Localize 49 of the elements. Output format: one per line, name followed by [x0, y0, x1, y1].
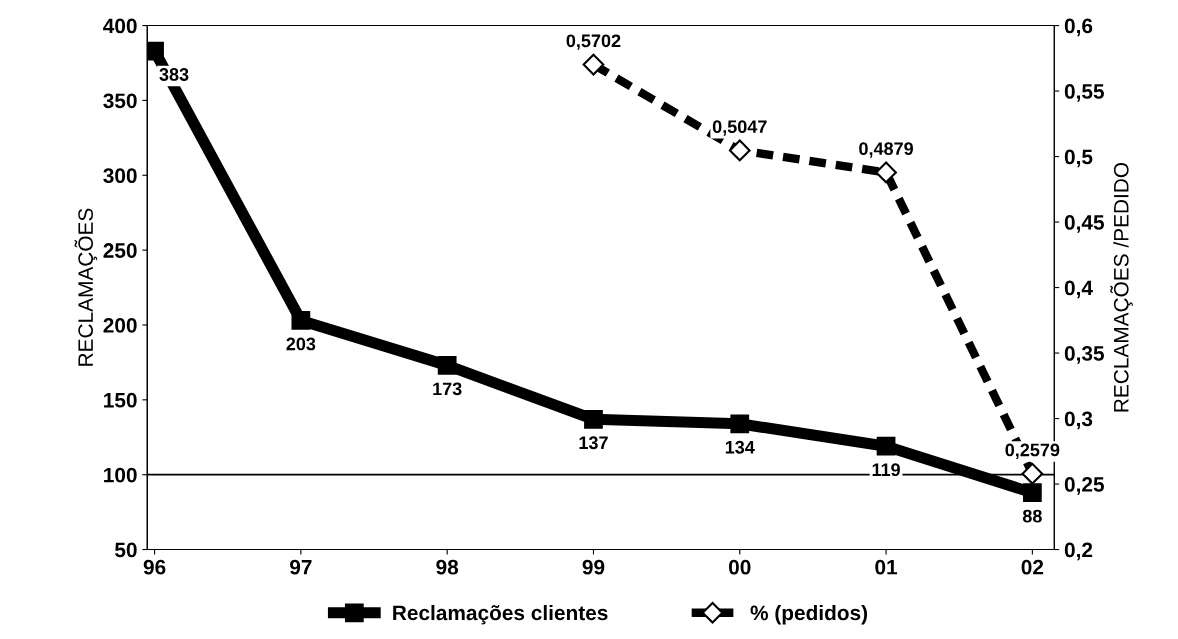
x-tick-label: 99: [582, 559, 605, 575]
y-tick-label: 150: [104, 392, 137, 408]
data-label: 0,4879: [859, 142, 914, 158]
point: [437, 356, 457, 375]
point: [1022, 483, 1042, 503]
y-axis-title: RECLAMAÇÕES: [74, 208, 98, 366]
y-tick-label: 50: [115, 542, 137, 558]
legend-label: % (pedidos): [750, 604, 868, 625]
y2-tick-label: 0,55: [1064, 84, 1104, 102]
point: [1021, 462, 1044, 485]
data-label: 203: [286, 337, 316, 351]
data-label: 134: [725, 440, 755, 454]
x-tick-label: 98: [436, 559, 459, 575]
data-label: 383: [159, 68, 189, 81]
data-label: 137: [579, 436, 608, 450]
y2-tick-label: 0,5: [1064, 149, 1093, 168]
point: [584, 409, 603, 429]
point: [730, 414, 750, 434]
y-tick-label: 400: [103, 18, 137, 34]
y-tick-label: 250: [103, 243, 137, 258]
y2-tick-label: 0,45: [1064, 215, 1104, 233]
data-label: 173: [433, 382, 462, 396]
point: [875, 161, 897, 184]
x-tick-label: 01: [875, 559, 898, 575]
y-tick-label: 350: [103, 93, 137, 109]
x-tick-label: 97: [290, 559, 312, 575]
y2-tick-label: 0,25: [1064, 477, 1104, 495]
x-tick-label: 02: [1021, 559, 1044, 575]
point: [876, 436, 896, 456]
y2-axis-title: RECLAMAÇÕES /PEDIDO: [1110, 162, 1133, 412]
y-tick-label: 200: [103, 317, 137, 333]
data-label: 0,5047: [712, 120, 767, 136]
y-tick-label: 100: [104, 467, 137, 483]
point: [291, 311, 311, 330]
legend-label: Reclamações clientes: [393, 604, 608, 625]
x-tick-label: 00: [729, 559, 751, 575]
y2-tick-label: 0,3: [1064, 411, 1093, 430]
data-label: 0,5702: [566, 34, 621, 50]
y-tick-label: 300: [103, 168, 137, 184]
y2-tick-label: 0,2: [1064, 542, 1093, 561]
point: [728, 139, 751, 162]
data-label: 88: [1022, 509, 1042, 523]
x-tick-label: 96: [143, 559, 166, 575]
y2-tick-label: 0,4: [1064, 280, 1093, 299]
y2-tick-label: 0,6: [1064, 18, 1093, 37]
data-label: 0,2579: [1005, 443, 1060, 459]
data-label: 119: [872, 463, 900, 477]
point: [582, 53, 605, 76]
y2-tick-label: 0,35: [1064, 346, 1104, 364]
